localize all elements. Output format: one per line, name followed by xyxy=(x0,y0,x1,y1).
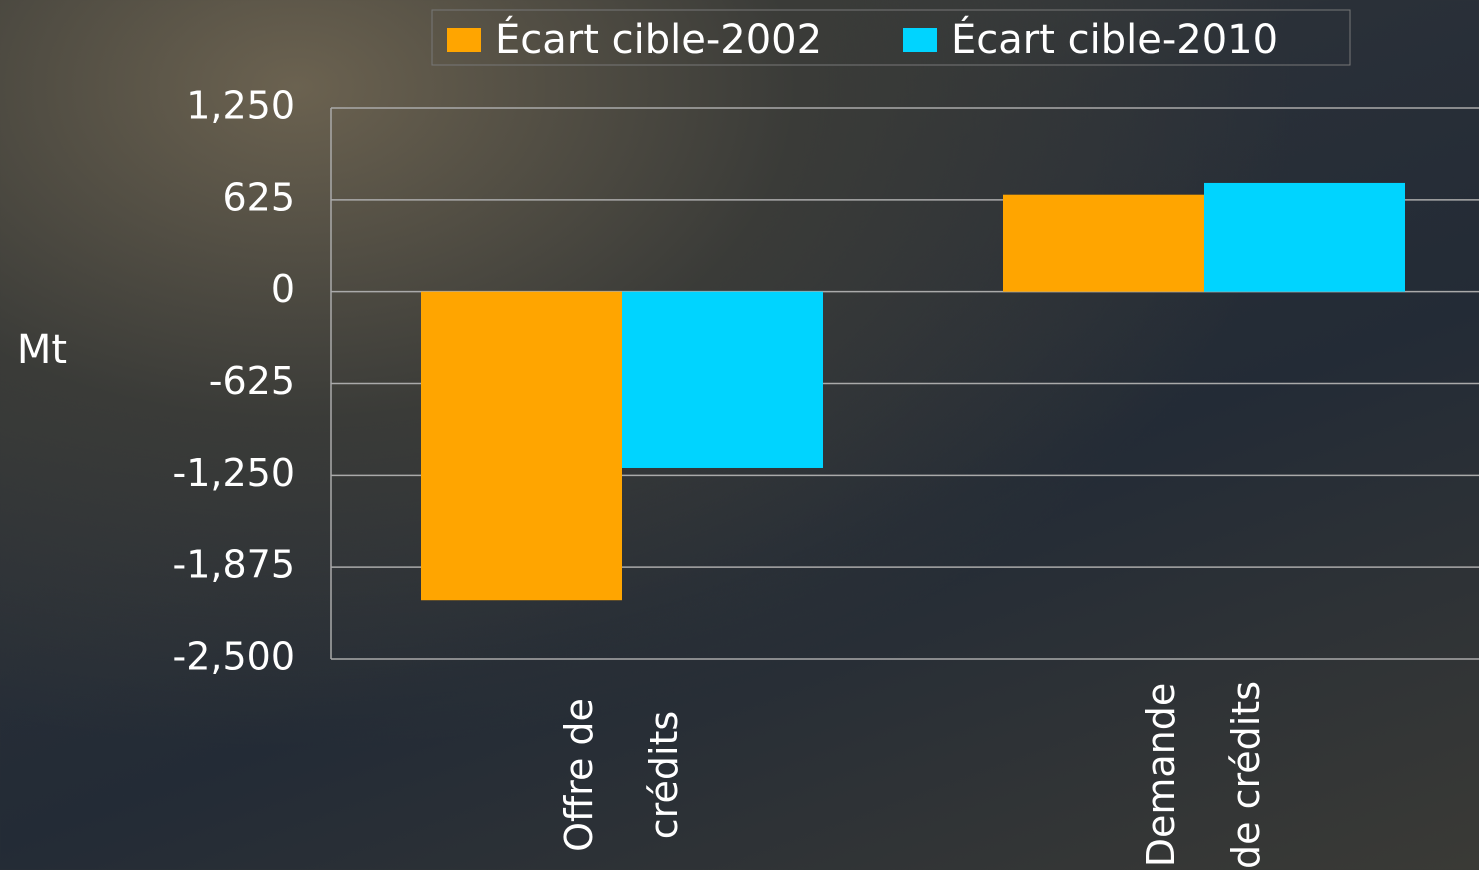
legend-label: Écart cible-2002 xyxy=(495,15,822,63)
y-tick-label: -625 xyxy=(209,359,295,403)
y-tick-label: -1,250 xyxy=(173,451,296,495)
x-tick-label: Offre de crédits xyxy=(537,660,707,870)
y-tick-label: -1,875 xyxy=(173,543,296,587)
bar xyxy=(622,292,823,468)
y-tick-label: 1,250 xyxy=(186,84,295,128)
legend-swatch xyxy=(903,28,937,52)
bar xyxy=(1003,195,1204,292)
bar xyxy=(421,292,622,601)
bar xyxy=(1204,183,1405,292)
legend-swatch xyxy=(447,28,481,52)
y-tick-label: 625 xyxy=(222,175,295,219)
y-axis-label: Mt xyxy=(17,327,67,373)
page: Mt -2,500 -1,875 -1,250 -625 0 625 1,250 Écart … xyxy=(0,0,1479,870)
y-tick-label: 0 xyxy=(271,267,295,311)
legend-label: Écart cible-2010 xyxy=(951,15,1278,63)
x-tick-label: Demande de crédits xyxy=(1119,660,1289,870)
y-tick-label: -2,500 xyxy=(173,635,296,679)
